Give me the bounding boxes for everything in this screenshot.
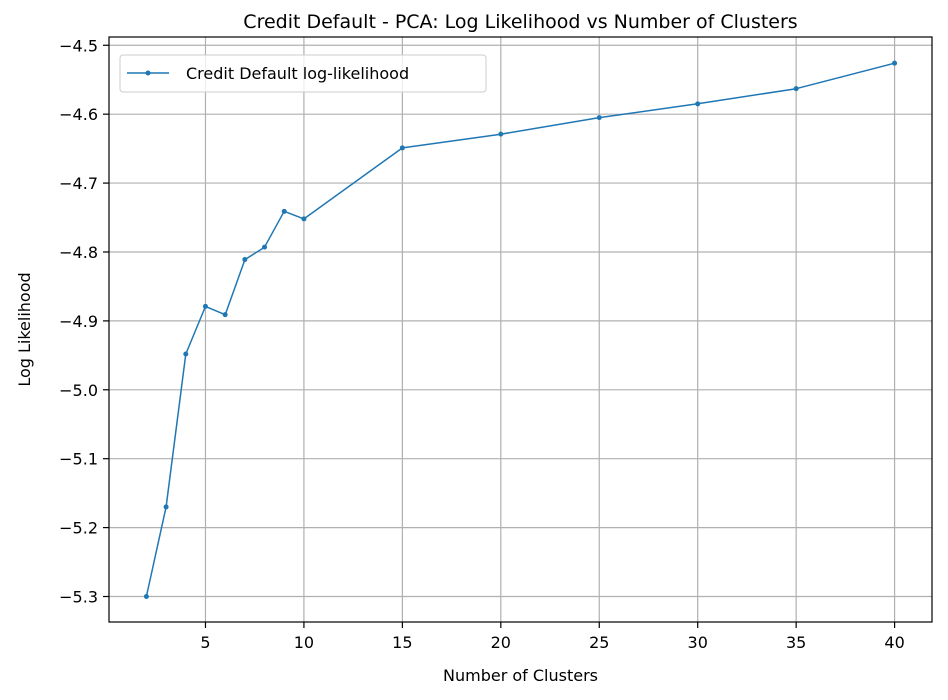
data-point [695, 101, 701, 107]
data-point [892, 60, 898, 66]
data-point [163, 504, 169, 510]
data-point [301, 216, 307, 222]
data-point [793, 86, 799, 92]
x-axis: 5 10 15 20 25 30 35 40 [200, 622, 905, 652]
y-axis: −5.3 −5.2 −5.1 −5.0 −4.9 −4.8 −4.7 −4.6 −4.5 [59, 36, 109, 607]
y-tick-label: −4.8 [59, 243, 98, 262]
grid-lines [109, 37, 932, 622]
y-tick-label: −4.5 [59, 36, 98, 55]
data-point [202, 303, 208, 309]
series-layer [143, 60, 898, 600]
y-tick-label: −5.1 [59, 450, 98, 469]
chart-title: Credit Default - PCA: Log Likelihood vs … [243, 11, 797, 33]
x-tick-label: 40 [884, 633, 904, 652]
data-point [222, 312, 228, 318]
x-tick-label: 5 [200, 633, 210, 652]
y-tick-label: −5.3 [59, 588, 98, 607]
y-tick-label: −5.2 [59, 519, 98, 538]
x-axis-label: Number of Clusters [443, 666, 598, 685]
legend-marker-sample [145, 70, 151, 76]
data-point [596, 115, 602, 121]
x-tick-label: 15 [392, 633, 412, 652]
data-point [262, 244, 268, 250]
y-tick-label: −5.0 [59, 381, 98, 400]
plot-frame [108, 36, 933, 623]
y-tick-label: −4.6 [59, 105, 98, 124]
data-point [242, 257, 248, 263]
data-point [143, 594, 149, 600]
x-tick-label: 35 [786, 633, 806, 652]
x-tick-label: 20 [491, 633, 511, 652]
data-point [183, 351, 189, 357]
y-tick-label: −4.7 [59, 174, 98, 193]
data-point [281, 208, 287, 214]
legend-box [119, 54, 487, 93]
x-tick-label: 10 [294, 633, 314, 652]
data-point [399, 145, 405, 151]
y-axis-label: Log Likelihood [15, 272, 34, 386]
data-point [498, 131, 504, 137]
x-tick-label: 25 [589, 633, 609, 652]
x-tick-label: 30 [688, 633, 708, 652]
legend-entry-label: Credit Default log-likelihood [186, 64, 409, 83]
legend: Credit Default log-likelihood [119, 54, 487, 93]
y-tick-label: −4.9 [59, 312, 98, 331]
